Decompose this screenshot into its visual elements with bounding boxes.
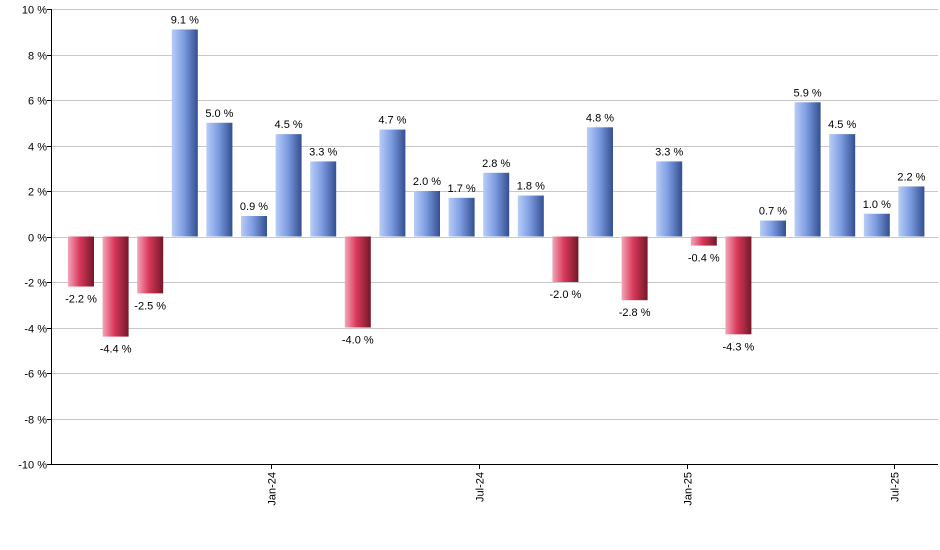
bar <box>241 216 267 237</box>
bar-value-label: 4.8 % <box>586 112 614 124</box>
bar-value-label: -2.2 % <box>65 294 97 306</box>
x-tick-label: Jan-25 <box>683 472 695 506</box>
bar-value-label: 2.0 % <box>413 176 441 188</box>
bar-value-label: -4.4 % <box>100 344 132 356</box>
bar <box>621 236 648 301</box>
bar-value-label: 9.1 % <box>171 14 199 26</box>
y-tick-label: -2 % <box>24 278 47 290</box>
bar-value-label: 3.3 % <box>655 146 683 158</box>
bar <box>171 29 198 237</box>
bar-value-label: 4.7 % <box>378 115 406 127</box>
y-tick-label: 6 % <box>28 96 47 108</box>
bar <box>656 161 683 237</box>
x-tick-label: Jul-25 <box>890 472 902 502</box>
bar <box>587 127 613 237</box>
y-tick-label: 10 % <box>22 5 47 17</box>
bar <box>829 134 856 237</box>
bar-value-label: 0.9 % <box>240 201 268 213</box>
bar-value-label: 5.0 % <box>205 108 233 120</box>
bar <box>275 134 302 237</box>
bar <box>690 236 717 246</box>
bar <box>68 236 94 287</box>
bar-value-label: 3.3 % <box>309 146 337 158</box>
bar-value-label: -0.4 % <box>688 253 720 265</box>
bar <box>898 186 925 237</box>
bar-value-label: -2.0 % <box>550 289 582 301</box>
y-tick-label: -10 % <box>18 460 47 472</box>
bar-value-label: 0.7 % <box>759 206 787 218</box>
bars <box>68 29 925 337</box>
y-tick-label: 2 % <box>28 187 47 199</box>
bar <box>379 129 406 237</box>
bar-value-label: -2.8 % <box>619 307 651 319</box>
bar-value-label: 2.8 % <box>482 158 510 170</box>
bar-value-label: 1.0 % <box>863 199 891 211</box>
axes <box>47 9 938 469</box>
bar <box>310 161 337 237</box>
bar <box>760 220 786 237</box>
bar <box>863 213 890 237</box>
bar-value-label: 4.5 % <box>275 119 303 131</box>
bar <box>102 236 129 337</box>
bar <box>344 236 371 328</box>
y-tick-label: 8 % <box>28 51 47 63</box>
x-tick-label: Jul-24 <box>475 472 487 502</box>
bar-value-label: -2.5 % <box>134 300 166 312</box>
x-tick-label: Jan-24 <box>267 472 279 506</box>
y-tick-label: -6 % <box>24 369 47 381</box>
bar <box>517 195 544 237</box>
bar-value-label: 1.8 % <box>517 181 545 193</box>
bar-value-label: 5.9 % <box>794 87 822 99</box>
y-tick-label: -4 % <box>24 324 47 336</box>
bar <box>483 172 510 237</box>
bar-value-label: -4.0 % <box>342 335 374 347</box>
bar <box>414 191 440 237</box>
y-tick-label: 0 % <box>28 233 47 245</box>
bar <box>552 236 579 282</box>
y-tick-label: -8 % <box>24 415 47 427</box>
bar-value-label: 4.5 % <box>828 119 856 131</box>
bar <box>137 236 164 294</box>
bar-value-label: -4.3 % <box>723 341 755 353</box>
bar <box>725 236 752 335</box>
bar <box>448 197 475 237</box>
bar-value-label: 2.2 % <box>897 171 925 183</box>
bar <box>794 102 821 237</box>
bar-value-label: 1.7 % <box>448 183 476 195</box>
bar <box>206 122 233 237</box>
labels: 10 % 8 % 6 % 4 % 2 % 0 % -2 % -4 % -6 % -8 % -10 %… <box>18 5 925 506</box>
y-tick-label: 4 % <box>28 142 47 154</box>
